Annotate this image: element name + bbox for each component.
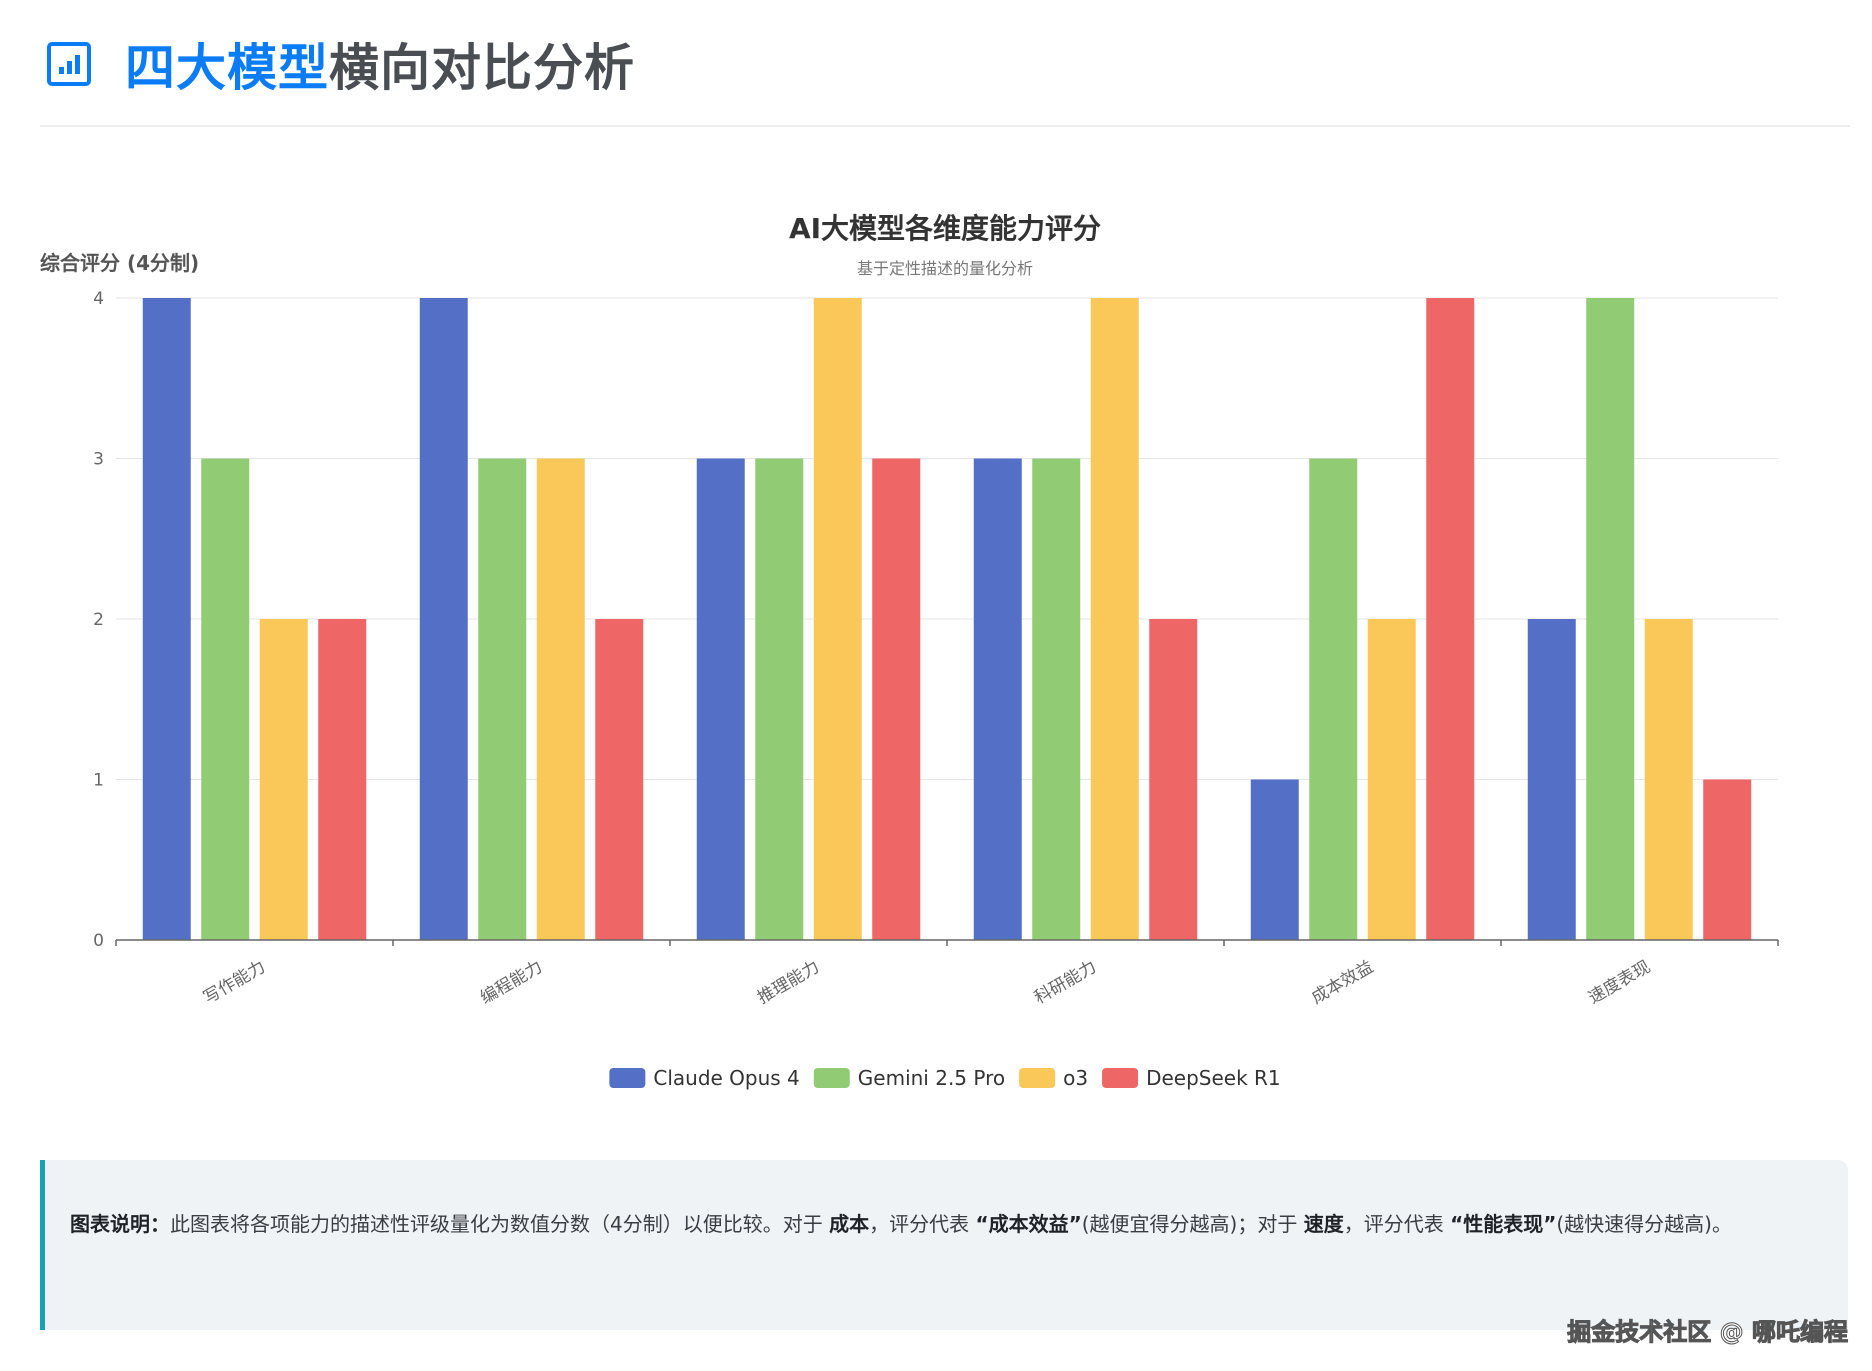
bar — [973, 458, 1022, 940]
x-tick-label: 成本效益 — [1308, 957, 1377, 1008]
page-title: 四大模型横向对比分析 — [125, 28, 635, 100]
note-text: 此图表将各项能力的描述性评级量化为数值分数（4分制）以便比较。对于 — [170, 1212, 830, 1236]
bar — [595, 619, 644, 940]
bar — [755, 458, 804, 940]
y-tick-label: 4 — [93, 289, 104, 309]
title-highlight: 四大模型 — [125, 39, 329, 97]
note-text: ，评分代表 — [1343, 1212, 1451, 1236]
bar — [1032, 458, 1081, 940]
title-rest: 横向对比分析 — [329, 39, 635, 97]
bar — [318, 619, 367, 940]
bar — [536, 458, 585, 940]
y-tick-label: 2 — [93, 610, 104, 630]
chart-note: 图表说明：此图表将各项能力的描述性评级量化为数值分数（4分制）以便比较。对于 成… — [40, 1160, 1848, 1330]
note-text: ，评分代表 — [869, 1212, 976, 1236]
legend-swatch — [1019, 1068, 1056, 1088]
bar — [1367, 619, 1416, 940]
bar-chart: AI大模型各维度能力评分 基于定性描述的量化分析 综合评分 (4分制) 0 1 2 3… — [40, 212, 1779, 1090]
bar — [142, 298, 191, 940]
bar — [201, 458, 250, 940]
x-tick-label: 科研能力 — [1031, 957, 1100, 1008]
bar — [696, 458, 745, 940]
note-bold: “成本效益” — [975, 1212, 1082, 1236]
bar — [1090, 298, 1139, 940]
bar — [813, 298, 862, 940]
x-tick-label: 写作能力 — [200, 957, 269, 1008]
legend-label: DeepSeek R1 — [1146, 1066, 1281, 1090]
note-bold: 速度 — [1303, 1212, 1344, 1236]
bar — [259, 619, 308, 940]
legend-label: Gemini 2.5 Pro — [858, 1066, 1005, 1090]
bar-chart-icon — [47, 42, 91, 86]
chart-subtitle: 基于定性描述的量化分析 — [857, 259, 1033, 278]
bar — [1250, 779, 1299, 940]
y-tick-label: 1 — [93, 771, 104, 791]
x-tick-label: 编程能力 — [477, 957, 546, 1008]
x-tick-label: 推理能力 — [754, 957, 823, 1008]
y-tick-label: 0 — [93, 931, 104, 951]
bar — [1644, 619, 1693, 940]
bar — [478, 458, 527, 940]
legend-swatch — [1102, 1068, 1139, 1088]
bar — [872, 458, 921, 940]
note-bold: “性能表现” — [1450, 1212, 1557, 1236]
legend-swatch — [609, 1068, 646, 1088]
legend-swatch — [813, 1068, 850, 1088]
page-header: 四大模型横向对比分析 — [47, 28, 635, 100]
legend-label: Claude Opus 4 — [653, 1066, 799, 1090]
note-bold: 成本 — [829, 1212, 870, 1236]
bar — [1527, 619, 1576, 940]
bar — [1586, 298, 1635, 940]
note-text: (越便宜得分越高)；对于 — [1081, 1212, 1304, 1236]
bar — [1426, 298, 1475, 940]
bar — [419, 298, 468, 940]
bar — [1703, 779, 1752, 940]
y-axis-label: 综合评分 (4分制) — [40, 251, 199, 275]
legend-label: o3 — [1063, 1066, 1088, 1090]
chart-title: AI大模型各维度能力评分 — [789, 212, 1101, 245]
note-label: 图表说明： — [70, 1212, 170, 1236]
note-text: (越快速得分越高)。 — [1556, 1212, 1732, 1236]
watermark: 掘金技术社区 @ 哪吒编程 — [1567, 1318, 1849, 1347]
divider — [40, 125, 1850, 127]
y-tick-label: 3 — [93, 450, 104, 470]
bar — [1309, 458, 1358, 940]
bar — [1149, 619, 1198, 940]
x-tick-label: 速度表现 — [1585, 957, 1654, 1008]
